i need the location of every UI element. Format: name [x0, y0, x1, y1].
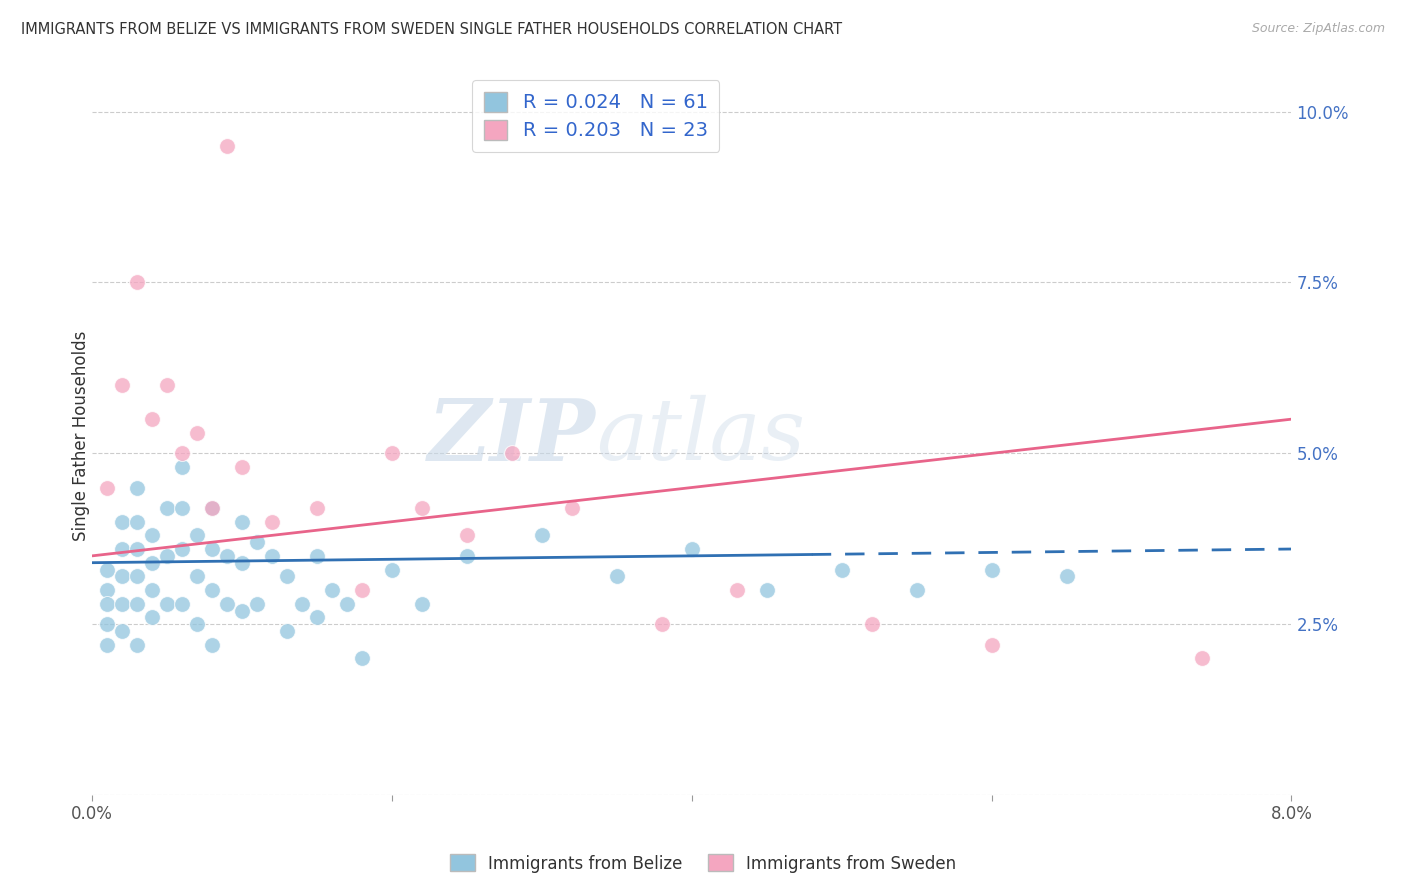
- Point: [231, 556, 253, 570]
- Point: [456, 549, 478, 563]
- Point: [96, 582, 118, 597]
- Point: [1191, 651, 1213, 665]
- Point: [755, 582, 778, 597]
- Point: [172, 446, 194, 460]
- Point: [291, 597, 314, 611]
- Point: [141, 582, 163, 597]
- Point: [561, 501, 583, 516]
- Point: [127, 541, 149, 556]
- Point: [141, 412, 163, 426]
- Point: [231, 603, 253, 617]
- Point: [201, 541, 224, 556]
- Point: [127, 276, 149, 290]
- Point: [276, 624, 298, 638]
- Legend: Immigrants from Belize, Immigrants from Sweden: Immigrants from Belize, Immigrants from …: [443, 847, 963, 880]
- Point: [321, 582, 343, 597]
- Point: [681, 541, 703, 556]
- Point: [111, 378, 134, 392]
- Point: [860, 617, 883, 632]
- Point: [141, 556, 163, 570]
- Point: [111, 597, 134, 611]
- Point: [246, 597, 269, 611]
- Point: [350, 651, 373, 665]
- Point: [246, 535, 269, 549]
- Point: [725, 582, 748, 597]
- Point: [980, 638, 1002, 652]
- Point: [186, 425, 208, 440]
- Point: [156, 378, 179, 392]
- Point: [96, 562, 118, 576]
- Point: [111, 624, 134, 638]
- Point: [127, 597, 149, 611]
- Point: [217, 597, 239, 611]
- Point: [411, 501, 433, 516]
- Point: [172, 597, 194, 611]
- Point: [606, 569, 628, 583]
- Point: [381, 562, 404, 576]
- Point: [905, 582, 928, 597]
- Point: [201, 582, 224, 597]
- Point: [111, 541, 134, 556]
- Point: [172, 501, 194, 516]
- Point: [111, 569, 134, 583]
- Point: [501, 446, 523, 460]
- Point: [411, 597, 433, 611]
- Point: [231, 460, 253, 475]
- Point: [305, 501, 328, 516]
- Point: [305, 549, 328, 563]
- Point: [336, 597, 359, 611]
- Point: [530, 528, 553, 542]
- Point: [156, 549, 179, 563]
- Point: [350, 582, 373, 597]
- Point: [231, 515, 253, 529]
- Point: [262, 515, 284, 529]
- Point: [96, 481, 118, 495]
- Text: atlas: atlas: [596, 395, 806, 477]
- Point: [186, 569, 208, 583]
- Point: [127, 515, 149, 529]
- Point: [127, 481, 149, 495]
- Point: [262, 549, 284, 563]
- Point: [217, 138, 239, 153]
- Point: [127, 569, 149, 583]
- Point: [980, 562, 1002, 576]
- Point: [186, 617, 208, 632]
- Point: [217, 549, 239, 563]
- Y-axis label: Single Father Households: Single Father Households: [72, 331, 90, 541]
- Point: [96, 638, 118, 652]
- Point: [201, 501, 224, 516]
- Point: [381, 446, 404, 460]
- Point: [1056, 569, 1078, 583]
- Point: [201, 501, 224, 516]
- Point: [96, 617, 118, 632]
- Legend: R = 0.024   N = 61, R = 0.203   N = 23: R = 0.024 N = 61, R = 0.203 N = 23: [472, 80, 720, 153]
- Point: [111, 515, 134, 529]
- Point: [172, 460, 194, 475]
- Point: [141, 610, 163, 624]
- Point: [172, 541, 194, 556]
- Text: Source: ZipAtlas.com: Source: ZipAtlas.com: [1251, 22, 1385, 36]
- Point: [186, 528, 208, 542]
- Point: [127, 638, 149, 652]
- Point: [201, 638, 224, 652]
- Point: [305, 610, 328, 624]
- Point: [96, 597, 118, 611]
- Text: IMMIGRANTS FROM BELIZE VS IMMIGRANTS FROM SWEDEN SINGLE FATHER HOUSEHOLDS CORREL: IMMIGRANTS FROM BELIZE VS IMMIGRANTS FRO…: [21, 22, 842, 37]
- Point: [456, 528, 478, 542]
- Point: [156, 597, 179, 611]
- Point: [276, 569, 298, 583]
- Point: [831, 562, 853, 576]
- Point: [651, 617, 673, 632]
- Point: [141, 528, 163, 542]
- Point: [156, 501, 179, 516]
- Text: ZIP: ZIP: [427, 394, 596, 478]
